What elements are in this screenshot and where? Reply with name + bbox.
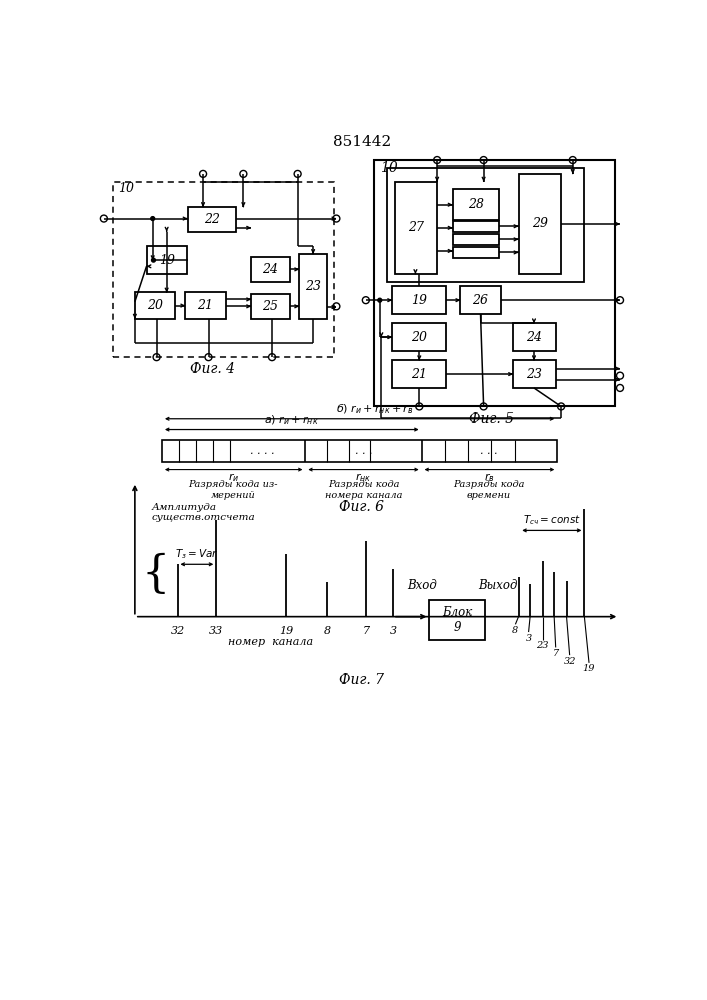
Bar (429, 600, 485, 640)
Bar (452, 221, 499, 232)
Text: 21: 21 (411, 368, 427, 381)
Text: 19: 19 (411, 294, 427, 307)
Bar (251, 294, 290, 319)
Text: Фиг. 5: Фиг. 5 (469, 412, 514, 426)
Bar (395, 182, 437, 274)
Text: $r_в$: $r_в$ (484, 471, 494, 484)
Text: Фиг. 4: Фиг. 4 (190, 362, 235, 376)
Bar (187, 207, 235, 232)
Text: Разряды кода
номера канала: Разряды кода номера канала (325, 480, 402, 500)
Bar (113, 182, 334, 357)
Text: $б)\ r_и + r_{нк} + r_в$: $б)\ r_и + r_{нк} + r_в$ (337, 403, 414, 416)
Text: 8: 8 (513, 626, 518, 635)
Text: 8: 8 (324, 626, 331, 636)
Text: 23: 23 (305, 280, 321, 293)
Text: 28: 28 (468, 198, 484, 211)
Bar (452, 247, 499, 258)
Text: 32: 32 (563, 657, 576, 666)
Text: Разряды кода
времени: Разряды кода времени (453, 480, 525, 500)
Text: . . .: . . . (355, 446, 373, 456)
Text: Фиг. 6: Фиг. 6 (339, 500, 385, 514)
Text: 21: 21 (197, 299, 214, 312)
Text: 10: 10 (380, 161, 397, 175)
Text: Выход: Выход (478, 579, 518, 592)
Text: 19: 19 (583, 664, 595, 673)
Circle shape (151, 217, 155, 220)
Circle shape (378, 298, 382, 302)
Text: 24: 24 (527, 331, 542, 344)
Text: Разряды кода из-
мерений: Разряды кода из- мерений (189, 480, 278, 500)
Text: 27: 27 (408, 221, 423, 234)
Text: 10: 10 (118, 182, 134, 195)
Text: 20: 20 (411, 331, 427, 344)
Bar (392, 323, 446, 351)
Bar (146, 246, 187, 274)
Text: Фиг. 7: Фиг. 7 (339, 673, 385, 687)
Text: 3: 3 (525, 634, 532, 643)
Text: Амплитуда
существ.отсчета: Амплитуда существ.отсчета (152, 503, 255, 522)
Text: 23: 23 (527, 368, 542, 381)
Text: номер  канала: номер канала (228, 637, 313, 647)
Text: 19: 19 (279, 626, 293, 636)
Text: 20: 20 (147, 299, 163, 312)
Bar (513, 323, 556, 351)
Text: 24: 24 (262, 263, 279, 276)
Text: $T_з=Var$: $T_з=Var$ (175, 547, 218, 561)
Text: 19: 19 (158, 254, 175, 267)
Text: 23: 23 (537, 641, 549, 650)
Bar (185, 292, 226, 319)
Text: 25: 25 (262, 300, 279, 313)
Circle shape (151, 258, 156, 262)
Bar (373, 160, 615, 406)
Text: 26: 26 (472, 294, 489, 307)
Bar (251, 257, 290, 282)
Text: 29: 29 (532, 217, 548, 230)
Text: . . .: . . . (480, 446, 498, 456)
Text: $T_{сч}=const$: $T_{сч}=const$ (522, 514, 581, 527)
Text: $а)\ r_и + r_{нк}$: $а)\ r_и + r_{нк}$ (264, 414, 319, 427)
Bar (162, 440, 557, 462)
Text: 33: 33 (209, 626, 223, 636)
Text: {: { (141, 553, 169, 596)
Bar (135, 292, 175, 319)
Bar (518, 174, 561, 274)
Bar (460, 286, 501, 314)
Text: Вход: Вход (407, 579, 436, 592)
Bar (392, 360, 446, 388)
Text: 851442: 851442 (333, 135, 391, 149)
Text: 22: 22 (204, 213, 220, 226)
Bar (513, 360, 556, 388)
Text: $r_и$: $r_и$ (228, 471, 239, 484)
Text: $r_{нк}$: $r_{нк}$ (356, 471, 372, 484)
Bar (299, 254, 327, 319)
Bar (452, 234, 499, 245)
Text: . . . .: . . . . (250, 446, 275, 456)
Bar (387, 168, 585, 282)
Text: 7: 7 (362, 626, 369, 636)
Text: 32: 32 (170, 626, 185, 636)
Text: 7: 7 (553, 649, 559, 658)
Bar (452, 189, 499, 220)
Bar (392, 286, 446, 314)
Text: 3: 3 (390, 626, 397, 636)
Text: Блок
9: Блок 9 (442, 606, 472, 634)
